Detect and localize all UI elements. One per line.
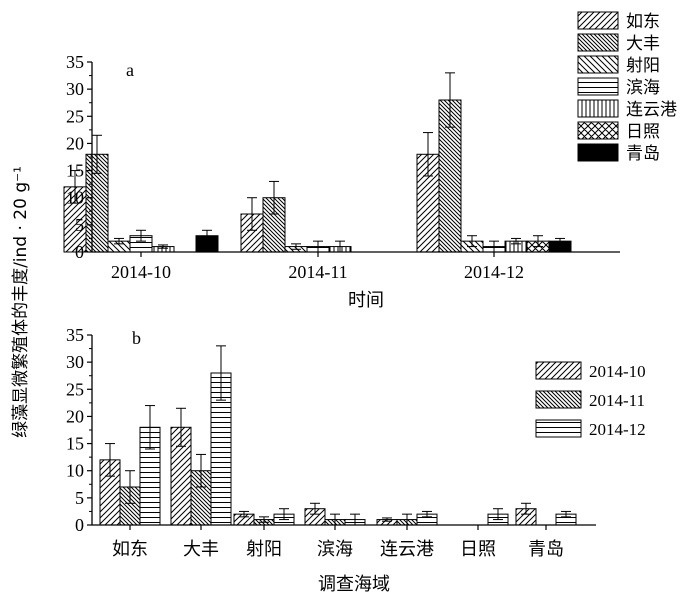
x-tick-label: 2014-11: [288, 262, 347, 282]
x-tick-label: 大丰: [183, 539, 219, 560]
y-tick-label: 35: [66, 325, 84, 345]
y-tick-label: 20: [66, 406, 84, 426]
x-tick-label: 青岛: [528, 539, 564, 560]
legend-swatch: [577, 99, 619, 118]
y-tick-label: 10: [66, 461, 84, 481]
legend-label: 射阳: [626, 56, 660, 76]
panel-label: b: [132, 328, 141, 348]
legend-label: 2014-11: [589, 391, 645, 410]
legend-swatch: [577, 55, 619, 74]
x-tick-label: 如东: [112, 539, 148, 560]
y-tick-label: 0: [75, 515, 84, 535]
x-tick-label: 连云港: [380, 539, 434, 560]
legend-label: 大丰: [626, 34, 660, 54]
y-axis-label: 绿藻显微繁殖体的丰度/ind · 20 g⁻¹: [11, 166, 31, 438]
legend-label: 连云港: [626, 100, 677, 120]
legend-swatch: [577, 33, 619, 52]
x-tick-label: 2014-12: [464, 262, 524, 282]
x-tick-label: 日照: [460, 539, 496, 560]
legend-swatch: [535, 361, 582, 380]
legend-label: 2014-10: [589, 362, 646, 381]
y-tick-label: 15: [66, 434, 84, 454]
y-tick-label: 30: [66, 352, 84, 372]
legend-label: 如东: [626, 12, 660, 32]
legend-label: 青岛: [626, 144, 660, 164]
legend-label: 滨海: [626, 78, 660, 98]
x-tick-label: 2014-10: [111, 262, 171, 282]
x-tick-label: 滨海: [317, 539, 353, 560]
y-tick-label: 25: [66, 106, 84, 126]
legend-swatch: [577, 143, 619, 162]
x-tick-label: 射阳: [246, 539, 282, 560]
panel-label: a: [126, 60, 134, 80]
y-tick-label: 35: [66, 52, 84, 72]
legend-swatch: [535, 390, 582, 409]
y-tick-label: 5: [75, 488, 84, 508]
y-tick-label: 20: [66, 133, 84, 153]
x-axis-label: 调查海域: [318, 574, 390, 595]
x-axis-label: 时间: [348, 290, 384, 311]
y-tick-label: 25: [66, 379, 84, 399]
legend-label: 2014-12: [589, 420, 646, 439]
legend-swatch: [577, 77, 619, 96]
legend-swatch: [577, 11, 619, 30]
legend-swatch: [535, 419, 582, 438]
legend-label: 日照: [626, 122, 660, 142]
y-tick-label: 30: [66, 79, 84, 99]
legend-swatch: [577, 121, 619, 140]
